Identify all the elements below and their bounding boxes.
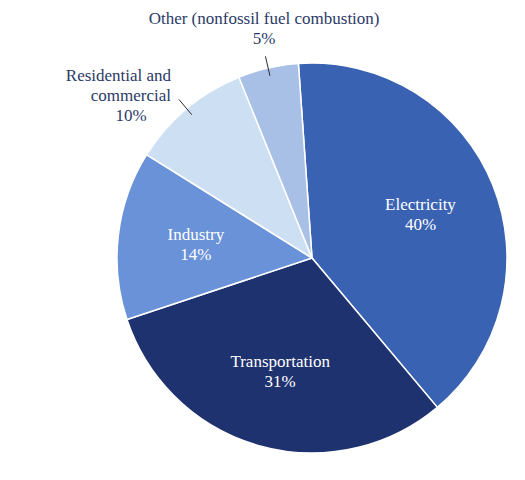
labels: Electricity40%Transportation31%Industry1… bbox=[66, 9, 457, 390]
category-label: Residential andcommercial bbox=[66, 66, 172, 105]
value-label: 40% bbox=[405, 215, 436, 234]
value-label: 5% bbox=[253, 29, 276, 48]
category-label: Transportation bbox=[230, 352, 330, 371]
label-line: Transportation bbox=[230, 352, 330, 371]
label-line: Residential and bbox=[66, 66, 172, 85]
category-label: Electricity bbox=[385, 195, 456, 214]
label-line: Industry bbox=[167, 225, 224, 244]
label-line: commercial bbox=[91, 86, 172, 105]
value-label: 14% bbox=[180, 245, 211, 264]
chart: Electricity40%Transportation31%Industry1… bbox=[0, 0, 525, 480]
category-label: Industry bbox=[167, 225, 224, 244]
slices bbox=[117, 63, 507, 453]
slice bbox=[239, 63, 312, 258]
label-line: Electricity bbox=[385, 195, 456, 214]
label-line: Other (nonfossil fuel combustion) bbox=[149, 9, 380, 28]
category-label: Other (nonfossil fuel combustion) bbox=[149, 9, 380, 28]
value-label: 31% bbox=[265, 372, 296, 391]
value-label: 10% bbox=[115, 106, 146, 125]
leader-line bbox=[179, 99, 192, 114]
leader-line bbox=[265, 56, 269, 75]
